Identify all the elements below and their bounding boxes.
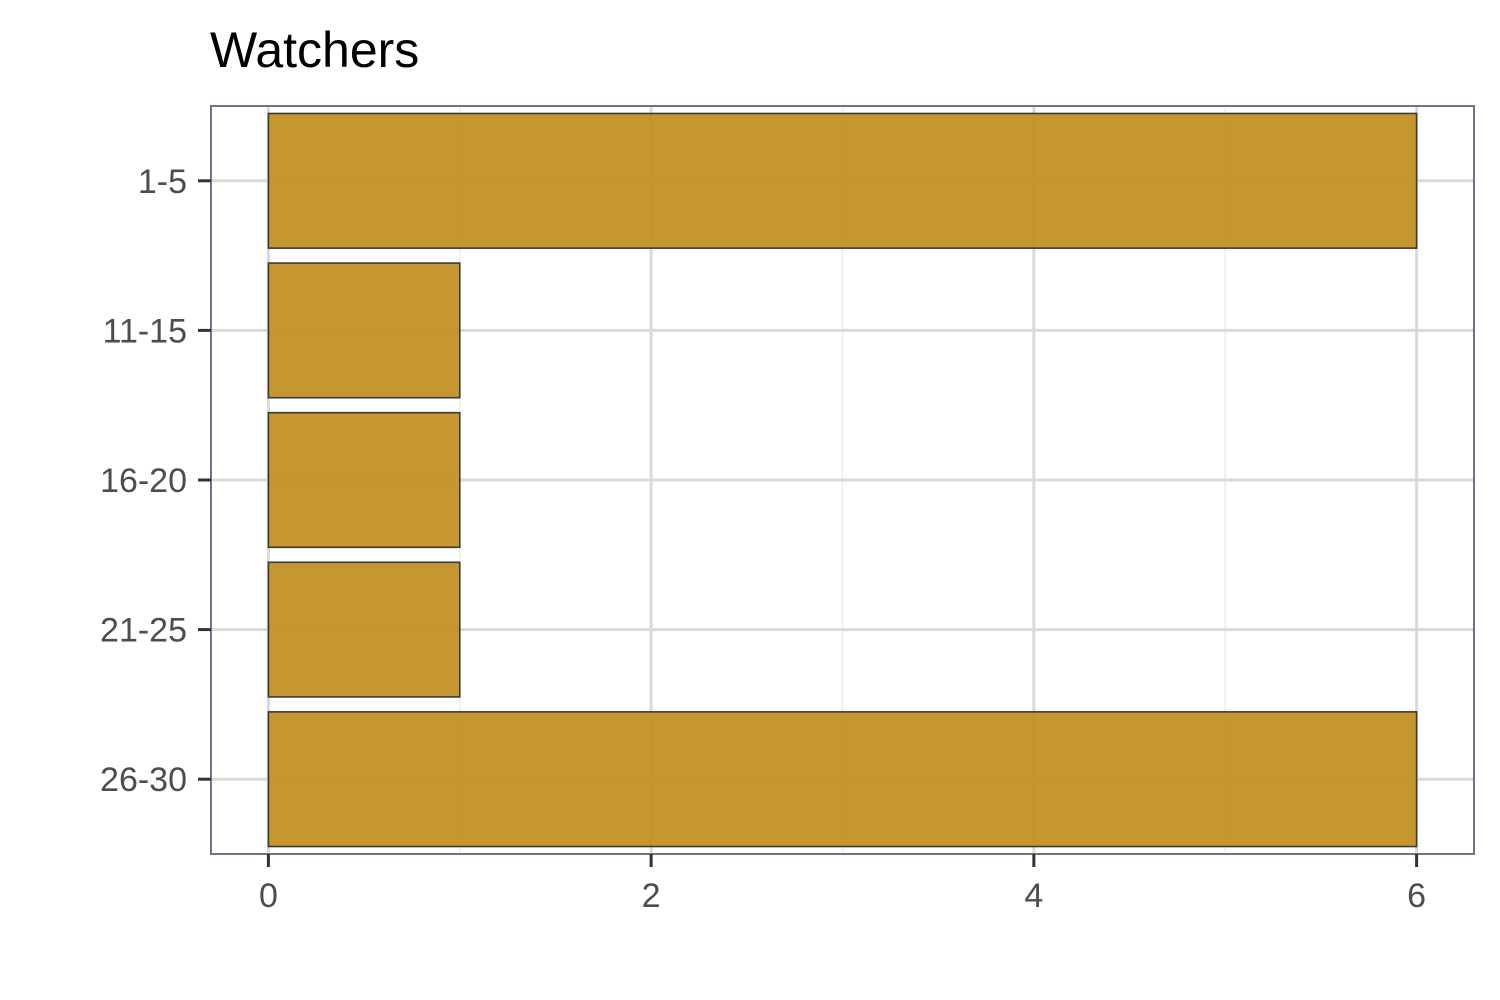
bar-21-25	[267, 561, 461, 698]
y-tick-label: 16-20	[100, 462, 187, 500]
plot-area: 1-5 11-15 16-20 21-25 26-30 0 2 4 6	[100, 105, 1475, 915]
x-tick-label: 4	[1024, 877, 1043, 915]
y-tick-label: 26-30	[100, 761, 187, 799]
x-tick-label: 6	[1407, 877, 1426, 915]
bar-11-15	[267, 262, 461, 399]
x-tick-label: 0	[259, 877, 278, 915]
bar-1-5	[267, 112, 1418, 249]
y-tick-label: 1-5	[138, 163, 187, 201]
bar-16-20	[267, 411, 461, 549]
chart-title: Watchers	[210, 22, 419, 78]
x-tick-label: 2	[642, 877, 661, 915]
y-tick-label: 11-15	[103, 312, 187, 350]
y-tick-label: 21-25	[100, 612, 187, 650]
bar-26-30	[267, 711, 1418, 848]
